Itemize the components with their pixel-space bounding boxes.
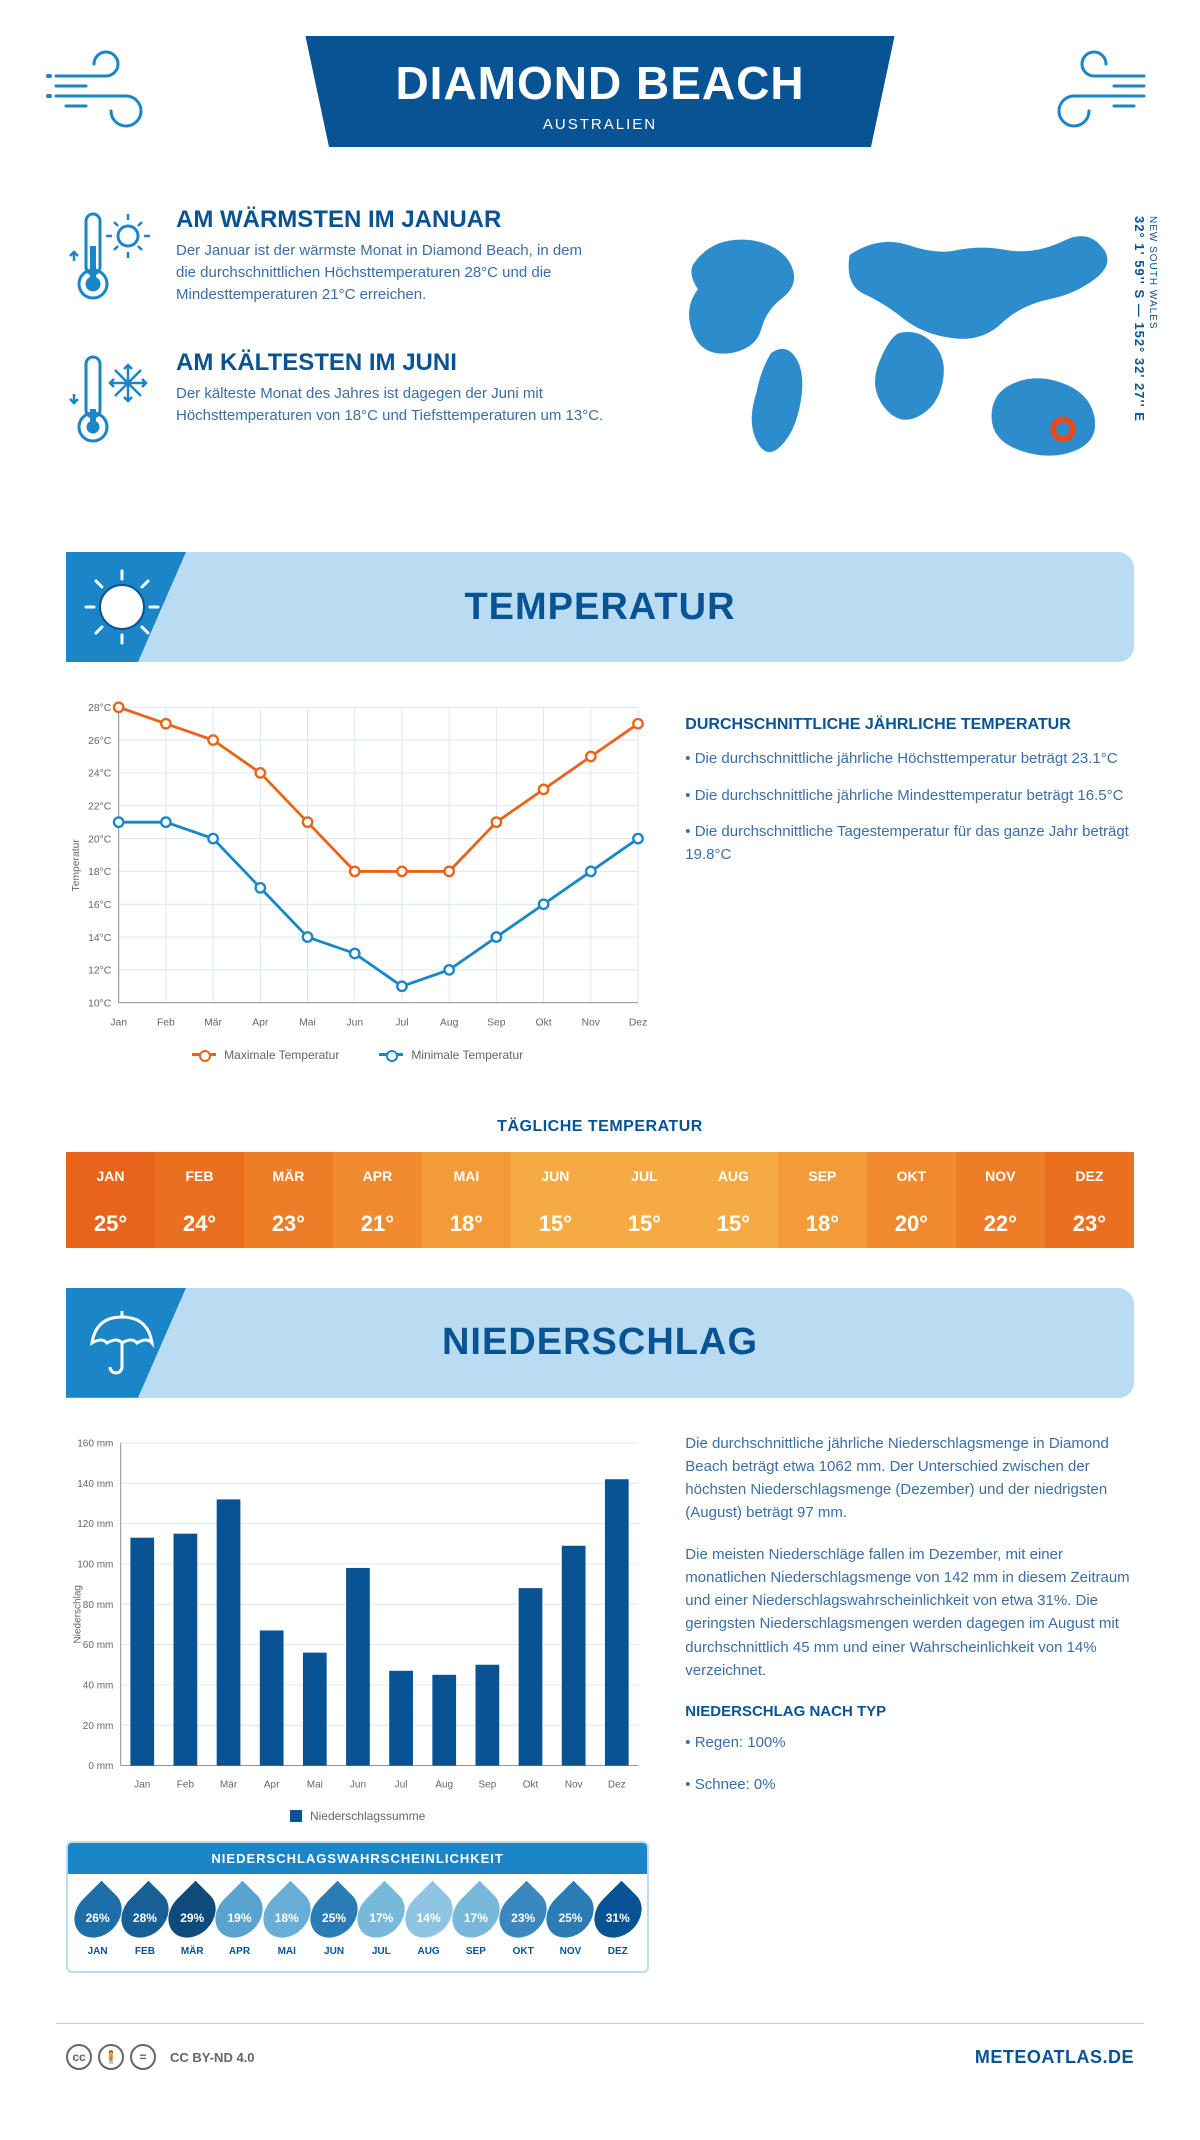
probability-drop: 25%JUN bbox=[310, 1888, 357, 1957]
svg-text:Jul: Jul bbox=[395, 1017, 408, 1028]
section-title: TEMPERATUR bbox=[464, 586, 735, 629]
svg-text:80 mm: 80 mm bbox=[83, 1600, 114, 1611]
page-footer: cc🧍= CC BY-ND 4.0 METEOATLAS.DE bbox=[56, 2023, 1144, 2100]
title-banner: DIAMOND BEACH AUSTRALIEN bbox=[305, 36, 894, 147]
fact-body: Der Januar ist der wärmste Monat in Diam… bbox=[176, 240, 604, 305]
probability-drop: 31%DEZ bbox=[594, 1888, 641, 1957]
page-subtitle: AUSTRALIEN bbox=[395, 116, 804, 133]
probability-drop: 23%OKT bbox=[500, 1888, 547, 1957]
probability-drop: 14%AUG bbox=[405, 1888, 452, 1957]
daily-temp-title: TÄGLICHE TEMPERATUR bbox=[16, 1118, 1184, 1136]
probability-drop: 28%FEB bbox=[121, 1888, 168, 1957]
svg-text:Jan: Jan bbox=[134, 1779, 150, 1790]
svg-text:Mai: Mai bbox=[299, 1017, 316, 1028]
section-bar-temperature: TEMPERATUR bbox=[66, 552, 1134, 662]
page-title: DIAMOND BEACH bbox=[395, 56, 804, 110]
svg-text:Jul: Jul bbox=[395, 1779, 408, 1790]
page-header: DIAMOND BEACH AUSTRALIEN bbox=[16, 16, 1184, 196]
precipitation-summary: Die durchschnittliche jährliche Niedersc… bbox=[685, 1432, 1134, 1974]
svg-text:Jun: Jun bbox=[346, 1017, 363, 1028]
svg-text:Okt: Okt bbox=[536, 1017, 552, 1028]
svg-text:Mär: Mär bbox=[220, 1779, 238, 1790]
svg-text:24°C: 24°C bbox=[88, 769, 112, 780]
legend-min: Minimale Temperatur bbox=[379, 1048, 523, 1062]
fact-coldest: AM KÄLTESTEN IM JUNI Der kälteste Monat … bbox=[66, 349, 604, 464]
svg-text:Temperatur: Temperatur bbox=[71, 839, 82, 892]
legend-max: Maximale Temperatur bbox=[192, 1048, 339, 1062]
precipitation-bar-chart: 0 mm 20 mm 40 mm 60 mm 80 mm 100 mm 120 mm 140 … bbox=[66, 1432, 649, 1824]
svg-text:160 mm: 160 mm bbox=[77, 1438, 113, 1449]
thermometer-snow-icon bbox=[66, 349, 156, 464]
probability-drop: 25%NOV bbox=[547, 1888, 594, 1957]
probability-drop: 29%MÄR bbox=[169, 1888, 216, 1957]
svg-text:Jan: Jan bbox=[110, 1017, 127, 1028]
svg-text:Niederschlag: Niederschlag bbox=[73, 1585, 84, 1643]
svg-text:Mär: Mär bbox=[204, 1017, 222, 1028]
svg-text:Aug: Aug bbox=[435, 1779, 453, 1790]
svg-text:Feb: Feb bbox=[157, 1017, 175, 1028]
umbrella-icon bbox=[66, 1288, 186, 1398]
svg-text:Okt: Okt bbox=[523, 1779, 539, 1790]
svg-text:40 mm: 40 mm bbox=[83, 1680, 114, 1691]
site-name: METEOATLAS.DE bbox=[975, 2047, 1134, 2068]
precip-probability-strip: NIEDERSCHLAGSWAHRSCHEINLICHKEIT 26%JAN28… bbox=[66, 1841, 649, 1973]
probability-drop: 18%MAI bbox=[263, 1888, 310, 1957]
section-title: NIEDERSCHLAG bbox=[442, 1321, 758, 1364]
svg-text:14°C: 14°C bbox=[88, 933, 112, 944]
wind-icon bbox=[1024, 46, 1154, 141]
svg-text:20 mm: 20 mm bbox=[83, 1721, 114, 1732]
svg-text:60 mm: 60 mm bbox=[83, 1640, 114, 1651]
fact-title: AM WÄRMSTEN IM JANUAR bbox=[176, 206, 604, 234]
svg-text:18°C: 18°C bbox=[88, 867, 112, 878]
svg-text:Apr: Apr bbox=[264, 1779, 280, 1790]
fact-warmest: AM WÄRMSTEN IM JANUAR Der Januar ist der… bbox=[66, 206, 604, 321]
svg-text:12°C: 12°C bbox=[88, 966, 112, 977]
svg-text:20°C: 20°C bbox=[88, 834, 112, 845]
svg-text:100 mm: 100 mm bbox=[77, 1559, 113, 1570]
svg-text:0 mm: 0 mm bbox=[88, 1761, 113, 1772]
probability-drop: 17%SEP bbox=[452, 1888, 499, 1957]
fact-body: Der kälteste Monat des Jahres ist dagege… bbox=[176, 383, 604, 427]
probability-drop: 26%JAN bbox=[74, 1888, 121, 1957]
temperature-summary: DURCHSCHNITTLICHE JÄHRLICHE TEMPERATUR •… bbox=[685, 696, 1134, 1062]
svg-text:16°C: 16°C bbox=[88, 900, 112, 911]
probability-drop: 17%JUL bbox=[358, 1888, 405, 1957]
section-bar-precipitation: NIEDERSCHLAG bbox=[66, 1288, 1134, 1398]
svg-text:Dez: Dez bbox=[629, 1017, 647, 1028]
svg-text:Aug: Aug bbox=[440, 1017, 459, 1028]
fact-title: AM KÄLTESTEN IM JUNI bbox=[176, 349, 604, 377]
svg-text:140 mm: 140 mm bbox=[77, 1479, 113, 1490]
svg-text:Feb: Feb bbox=[177, 1779, 195, 1790]
svg-text:Apr: Apr bbox=[252, 1017, 269, 1028]
daily-temp-table: JANFEBMÄRAPRMAIJUNJULAUGSEPOKTNOVDEZ 25°… bbox=[66, 1152, 1134, 1248]
thermometer-sun-icon bbox=[66, 206, 156, 321]
svg-text:Nov: Nov bbox=[565, 1779, 583, 1790]
svg-text:Dez: Dez bbox=[608, 1779, 626, 1790]
legend-precip: Niederschlagssumme bbox=[290, 1809, 425, 1823]
svg-text:26°C: 26°C bbox=[88, 736, 112, 747]
svg-text:10°C: 10°C bbox=[88, 998, 112, 1009]
license-badge: cc🧍= CC BY-ND 4.0 bbox=[66, 2044, 255, 2070]
svg-text:Jun: Jun bbox=[350, 1779, 366, 1790]
svg-text:Sep: Sep bbox=[478, 1779, 496, 1790]
svg-text:28°C: 28°C bbox=[88, 703, 112, 714]
intro-section: AM WÄRMSTEN IM JANUAR Der Januar ist der… bbox=[16, 196, 1184, 522]
sun-icon bbox=[66, 552, 186, 662]
svg-text:Nov: Nov bbox=[582, 1017, 601, 1028]
world-map: NEW SOUTH WALES 32° 1' 59'' S — 152° 32'… bbox=[644, 206, 1134, 492]
svg-text:22°C: 22°C bbox=[88, 802, 112, 813]
probability-drop: 19%APR bbox=[216, 1888, 263, 1957]
svg-text:Sep: Sep bbox=[487, 1017, 506, 1028]
coordinates: NEW SOUTH WALES 32° 1' 59'' S — 152° 32'… bbox=[1132, 216, 1158, 422]
svg-text:120 mm: 120 mm bbox=[77, 1519, 113, 1530]
wind-icon bbox=[46, 46, 176, 141]
temperature-line-chart: 10°C 12°C 14°C 16°C 18°C 20°C 22°C 24°C 26°C 28°C… bbox=[66, 696, 649, 1062]
svg-text:Mai: Mai bbox=[307, 1779, 323, 1790]
